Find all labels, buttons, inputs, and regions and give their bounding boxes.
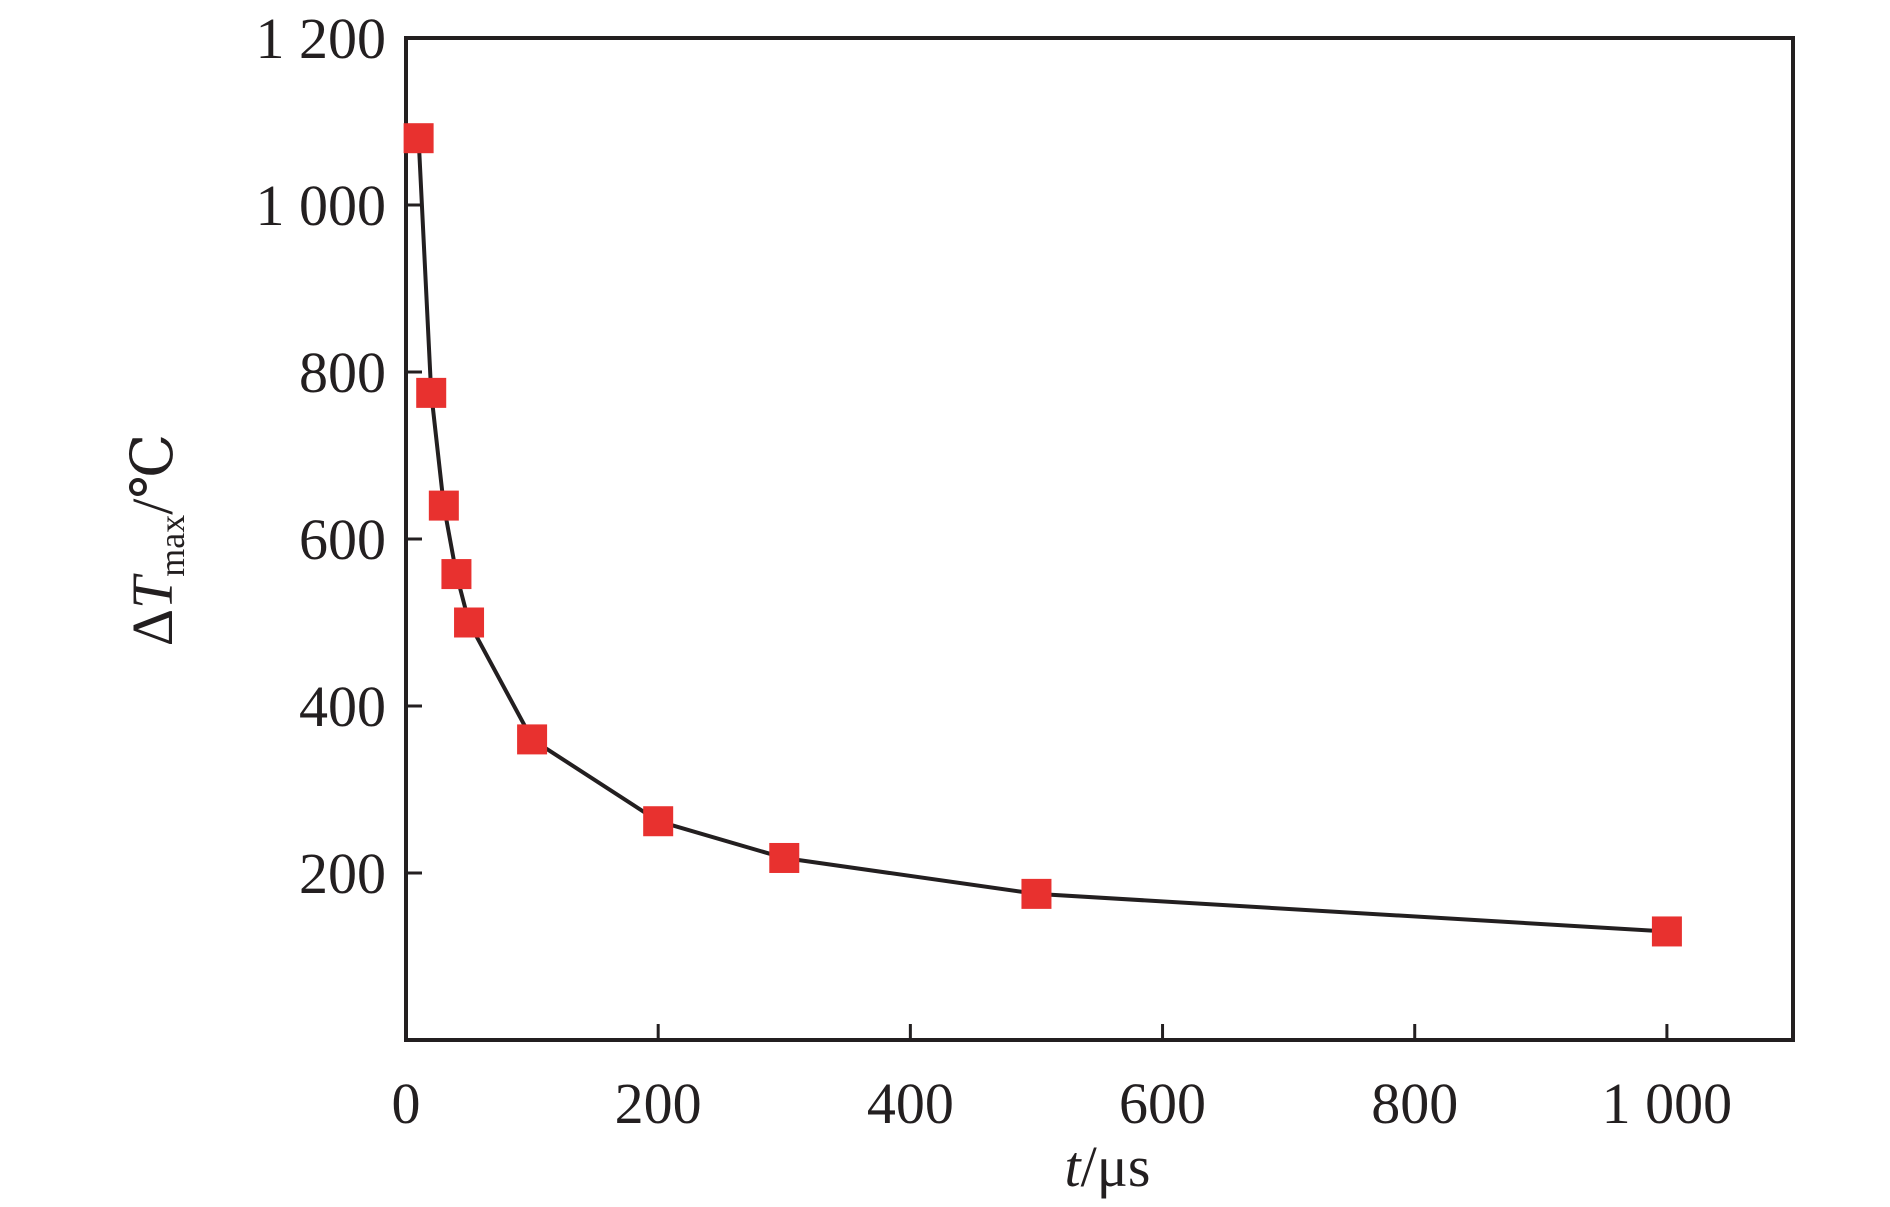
plot-frame [404,36,1795,1042]
data-point-marker [454,607,485,638]
data-point-marker [1021,878,1052,909]
series-line [416,138,1668,934]
x-tick-label: 600 [1119,1071,1206,1136]
y-tick-label: 1 000 [256,173,387,238]
data-point-marker [1651,916,1682,947]
data-point-marker [428,490,459,521]
data-point-marker [403,123,434,154]
label-layer: 0 200 400 600 800 1 000 200 400 600 800 1 000 1 200… [120,6,1732,1199]
series-layer [403,123,1682,947]
x-axis-label-variable: t [1065,1134,1083,1199]
y-tick-label: 600 [299,507,386,572]
y-tick-label: 200 [299,841,386,906]
x-tick-label: 1 000 [1602,1071,1733,1136]
x-tick-label: 200 [615,1071,702,1136]
y-axis-label: ΔTmax/℃ [120,434,192,647]
data-point-marker [643,806,674,837]
y-tick-label: 1 200 [256,6,387,71]
y-tick-label: 800 [299,340,386,405]
x-tick-label: 0 [392,1071,421,1136]
y-axis-label-delta: Δ [120,609,185,646]
x-axis-label: t/μs [1065,1134,1151,1199]
data-point-marker [517,724,548,755]
x-axis-label-unit: /μs [1081,1134,1151,1199]
y-axis-label-variable: T [120,573,185,609]
x-tick-label: 800 [1371,1071,1458,1136]
y-axis-label-subscript: max [152,515,192,577]
y-tick-label: 400 [299,674,386,739]
data-point-marker [416,377,447,408]
data-point-marker [441,559,472,590]
x-tick-label: 400 [867,1071,954,1136]
y-axis-label-unit: /℃ [120,434,185,515]
axes-layer [404,36,1795,1042]
data-point-marker [769,842,800,873]
